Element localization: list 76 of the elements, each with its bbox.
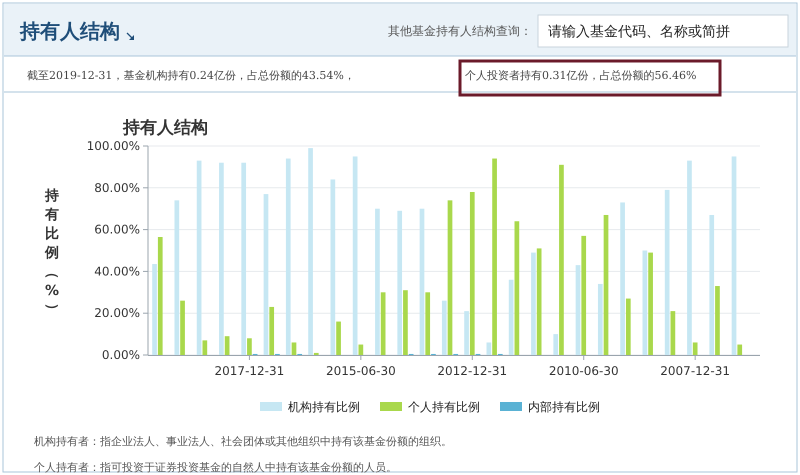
bar — [330, 179, 336, 355]
bar — [308, 148, 313, 355]
text: 持有人结构 — [19, 19, 120, 43]
bar — [380, 292, 386, 355]
text: 其他基金持有人结构查询： — [388, 24, 532, 38]
x-tick-label: 2017-12-31 — [214, 364, 284, 378]
bar — [709, 214, 714, 355]
bar — [664, 190, 670, 355]
bar — [264, 194, 268, 355]
bar — [598, 284, 603, 355]
y-tick-label: 60.00% — [94, 222, 140, 237]
y-axis-title: 持有比例（%） — [44, 188, 60, 317]
bar — [492, 158, 497, 355]
bar — [448, 200, 452, 355]
y-tick-label: 20.00% — [94, 306, 140, 320]
bar — [292, 342, 296, 355]
bar — [508, 280, 514, 355]
text: 请输入基金代码、名称或简拼 — [548, 24, 730, 40]
bar — [420, 208, 424, 355]
bar — [732, 156, 736, 355]
bar — [581, 236, 586, 355]
text: 截至2019-12-31，基金机构持有0.24亿份，占总份额的43.54%， — [27, 69, 355, 82]
bar — [470, 192, 475, 355]
bar — [286, 158, 291, 355]
bar — [715, 286, 720, 355]
bar — [531, 252, 536, 355]
bar — [604, 214, 608, 355]
x-tick-label: 2007-12-31 — [660, 364, 730, 378]
bar — [152, 264, 157, 355]
bar — [180, 300, 185, 355]
bar — [336, 322, 341, 355]
bar — [375, 208, 380, 355]
bar — [352, 156, 358, 355]
chart-title: 持有人结构 — [122, 118, 208, 138]
bar — [576, 265, 580, 355]
bar — [620, 202, 625, 355]
bar — [219, 162, 224, 355]
bar — [224, 336, 230, 355]
bar — [553, 334, 558, 355]
bar — [358, 344, 364, 355]
bar — [648, 252, 653, 355]
y-tick-label: 40.00% — [94, 264, 140, 278]
bar — [692, 342, 698, 355]
bar — [536, 248, 542, 355]
x-tick-label: 2015-06-30 — [326, 364, 396, 378]
bar — [403, 290, 408, 355]
bar — [464, 311, 469, 355]
bar — [397, 210, 402, 355]
x-tick-label: 2012-12-31 — [437, 364, 508, 378]
y-tick-label: 80.00% — [94, 180, 140, 195]
bar — [670, 311, 676, 355]
bar — [269, 306, 274, 355]
bar — [486, 342, 492, 355]
bar — [202, 340, 208, 355]
bar — [559, 164, 564, 355]
bar — [737, 344, 742, 355]
bar — [642, 250, 648, 355]
text: 个人投资者持有0.31亿份，占总份额的56.46% — [465, 69, 696, 82]
bar — [196, 160, 202, 355]
legend-label: 机构持有比例 — [288, 400, 360, 414]
text: 机构持有者：指企业法人、事业法人、社会团体或其他组织中持有该基金份额的组织。 — [34, 435, 452, 448]
legend-label: 内部持有比例 — [528, 400, 600, 414]
bar — [687, 160, 692, 355]
bar — [158, 237, 163, 355]
bar — [425, 292, 430, 355]
x-tick-label: 2010-06-30 — [548, 364, 619, 378]
bar — [247, 338, 252, 355]
bar — [514, 221, 520, 355]
bar — [174, 200, 180, 355]
bar — [442, 300, 447, 355]
legend-label: 个人持有比例 — [408, 400, 480, 414]
text: 个人持有者：指可投资于证券投资基金的自然人中持有该基金份额的人员。 — [34, 461, 397, 474]
bar — [626, 298, 631, 355]
y-tick-label: 0.00% — [102, 348, 140, 362]
bar — [241, 162, 246, 355]
y-tick-label: 100.00% — [86, 139, 140, 153]
